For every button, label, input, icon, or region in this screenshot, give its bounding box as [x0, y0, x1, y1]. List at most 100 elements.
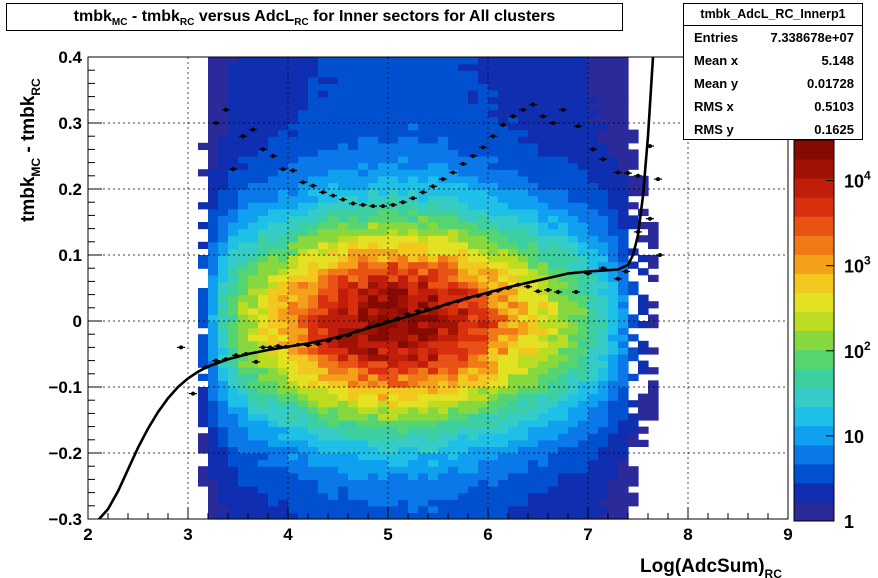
heatmap-cell — [268, 334, 279, 342]
heatmap-cell — [218, 301, 229, 309]
heatmap-cell — [528, 347, 539, 355]
heatmap-cell — [638, 413, 649, 421]
heatmap-cell — [578, 472, 589, 480]
heatmap-cell — [278, 387, 289, 395]
heatmap-cell — [378, 149, 389, 157]
profile-point — [306, 343, 310, 348]
heatmap-cell — [438, 222, 449, 230]
heatmap-cell — [268, 175, 279, 183]
heatmap-cell — [438, 248, 449, 256]
heatmap-cell — [528, 413, 539, 421]
heatmap-cell — [218, 268, 229, 276]
heatmap-cell — [588, 373, 599, 381]
heatmap-cell — [518, 387, 529, 395]
heatmap-cell — [328, 195, 339, 203]
heatmap-cell — [648, 255, 659, 263]
heatmap-cell — [598, 83, 609, 91]
heatmap-cell — [358, 195, 369, 203]
heatmap-cell — [448, 439, 459, 447]
heatmap-cell — [598, 116, 609, 124]
heatmap-cell — [318, 83, 329, 91]
heatmap-cell — [248, 175, 259, 183]
heatmap-cell — [278, 486, 289, 494]
heatmap-cell — [478, 459, 489, 467]
heatmap-cell — [578, 70, 589, 78]
heatmap-cell — [368, 83, 379, 91]
heatmap-cell — [448, 472, 459, 480]
heatmap-cell — [228, 301, 239, 309]
heatmap-cell — [398, 453, 409, 461]
heatmap-cell — [598, 255, 609, 263]
heatmap-cell — [218, 96, 229, 104]
heatmap-cell — [558, 360, 569, 368]
heatmap-cell — [578, 505, 589, 513]
heatmap-cell — [308, 189, 319, 197]
heatmap-cell — [488, 57, 499, 65]
heatmap-cell — [268, 268, 279, 276]
heatmap-cell — [218, 208, 229, 216]
heatmap-cell — [398, 433, 409, 441]
heatmap-cell — [588, 169, 599, 177]
heatmap-cell — [508, 268, 519, 276]
heatmap-cell — [608, 347, 619, 355]
heatmap-cell — [528, 387, 539, 395]
x-tick-label: 3 — [183, 525, 192, 544]
heatmap-cell — [538, 208, 549, 216]
heatmap-cell — [318, 76, 329, 84]
heatmap-cell — [398, 189, 409, 197]
colorbar-swatch — [794, 425, 834, 446]
heatmap-cell — [458, 406, 469, 414]
heatmap-cell — [548, 169, 559, 177]
heatmap-cell — [398, 169, 409, 177]
heatmap-cell — [298, 327, 309, 335]
heatmap-cell — [478, 255, 489, 263]
heatmap-cell — [208, 426, 219, 434]
heatmap-cell — [218, 492, 229, 500]
heatmap-cell — [418, 149, 429, 157]
heatmap-cell — [488, 281, 499, 289]
heatmap-cell — [248, 294, 259, 302]
heatmap-cell — [448, 340, 459, 348]
heatmap-cell — [598, 505, 609, 513]
heatmap-cell — [308, 103, 319, 111]
heatmap-cell — [488, 439, 499, 447]
heatmap-cell — [458, 63, 469, 71]
heatmap-cell — [388, 235, 399, 243]
heatmap-cell — [318, 274, 329, 282]
heatmap-cell — [288, 281, 299, 289]
heatmap-cell — [348, 129, 359, 137]
heatmap-cell — [638, 400, 649, 408]
heatmap-cell — [618, 222, 629, 230]
heatmap-cell — [488, 116, 499, 124]
heatmap-cell — [548, 202, 559, 210]
heatmap-cell — [388, 321, 399, 329]
heatmap-cell — [228, 57, 239, 65]
heatmap-cell — [338, 466, 349, 474]
heatmap-cell — [498, 360, 509, 368]
heatmap-cell — [568, 439, 579, 447]
heatmap-cell — [368, 281, 379, 289]
heatmap-cell — [628, 373, 639, 381]
heatmap-cell — [218, 63, 229, 71]
heatmap-cell — [238, 400, 249, 408]
profile-point — [301, 180, 305, 185]
heatmap-cell — [328, 57, 339, 65]
heatmap-cell — [458, 162, 469, 170]
heatmap-cell — [398, 321, 409, 329]
colorbar-swatch — [794, 140, 834, 160]
heatmap-cell — [428, 274, 439, 282]
heatmap-cell — [258, 228, 269, 236]
heatmap-cell — [598, 400, 609, 408]
heatmap-cell — [458, 307, 469, 315]
heatmap-cell — [318, 433, 329, 441]
heatmap-cell — [598, 367, 609, 375]
heatmap-cell — [208, 222, 219, 230]
heatmap-cell — [368, 347, 379, 355]
heatmap-cell — [568, 103, 579, 111]
heatmap-cell — [508, 248, 519, 256]
heatmap-cell — [358, 215, 369, 223]
heatmap-cell — [608, 116, 619, 124]
heatmap-cell — [218, 235, 229, 243]
heatmap-cell — [378, 334, 389, 342]
heatmap-cell — [578, 406, 589, 414]
